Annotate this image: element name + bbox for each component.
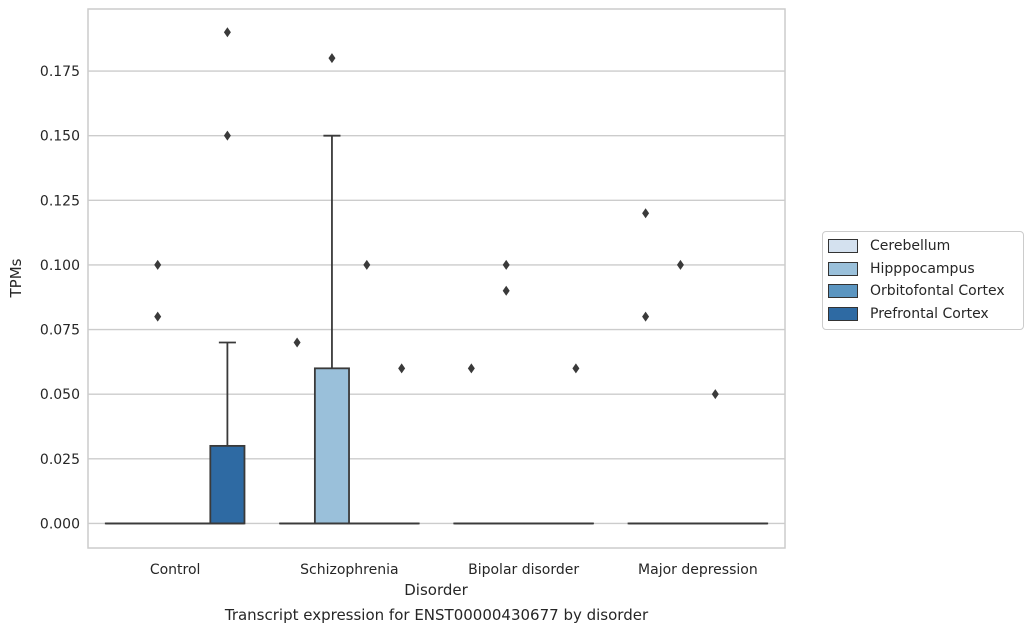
x-axis-label: Disorder <box>404 581 468 599</box>
boxes <box>104 27 769 525</box>
legend-swatch <box>828 239 858 254</box>
box-3-2 <box>697 389 734 525</box>
legend-item: Hipppocampus <box>823 258 1023 281</box>
x-tick-label: Major depression <box>638 562 758 578</box>
legend-label: Orbitofontal Cortex <box>870 283 1005 300</box>
box-2-3 <box>557 363 594 525</box>
box-body <box>313 367 350 525</box>
chart-caption: Transcript expression for ENST0000043067… <box>224 606 649 624</box>
y-tick-labels: 0.000 0.025 0.050 0.075 0.100 0.125 0.150 0.175 <box>40 64 80 532</box>
y-tick-label: 0.175 <box>40 64 80 80</box>
box-3-0 <box>627 208 664 525</box>
y-tick-label: 0.000 <box>40 516 80 532</box>
legend-swatch <box>828 306 858 321</box>
legend-label: Prefrontal Cortex <box>870 305 989 322</box>
y-tick-label: 0.025 <box>40 452 80 468</box>
outlier-point <box>223 130 231 141</box>
legend-item: Orbitofontal Cortex <box>823 280 1023 303</box>
legend-label: Hipppocampus <box>870 260 975 277</box>
legend-swatch <box>828 284 858 299</box>
x-tick-labels: Control Schizophrenia Bipolar disorder Majo… <box>150 562 758 578</box>
box-2-0 <box>453 363 490 525</box>
outlier-point <box>676 259 684 270</box>
outlier-point <box>502 259 510 270</box>
y-tick-label: 0.150 <box>40 129 80 145</box>
legend: Cerebellum Hipppocampus Orbitofontal Corte… <box>822 231 1024 330</box>
outlier-point <box>642 311 650 322</box>
outlier-point <box>293 337 301 348</box>
plot-frame <box>87 8 786 549</box>
box-0-1 <box>139 259 176 525</box>
box-3-1 <box>662 259 699 525</box>
outlier-point <box>154 311 162 322</box>
outlier-point <box>223 27 231 38</box>
outlier-point <box>363 259 371 270</box>
x-tick-label: Control <box>150 562 201 578</box>
legend-item: Prefrontal Cortex <box>823 303 1023 326</box>
y-tick-label: 0.075 <box>40 323 80 339</box>
outlier-point <box>711 389 719 400</box>
outlier-point <box>572 363 580 374</box>
box-1-3 <box>383 363 420 525</box>
legend-swatch <box>828 261 858 276</box>
box-0-3 <box>209 27 246 525</box>
box-1-1 <box>313 53 350 525</box>
grid-lines <box>88 70 785 525</box>
outlier-point <box>502 285 510 296</box>
outlier-point <box>642 208 650 219</box>
outlier-point <box>154 259 162 270</box>
y-tick-label: 0.125 <box>40 193 80 209</box>
x-tick-label: Schizophrenia <box>300 562 398 578</box>
y-axis-label: TPMs <box>7 258 25 298</box>
x-tick-label: Bipolar disorder <box>468 562 579 578</box>
legend-item: Cerebellum <box>823 235 1023 258</box>
outlier-point <box>398 363 406 374</box>
y-tick-label: 0.050 <box>40 387 80 403</box>
y-tick-label: 0.100 <box>40 258 80 274</box>
box-body <box>209 444 246 525</box>
legend-label: Cerebellum <box>870 238 951 255</box>
outlier-point <box>467 363 475 374</box>
box-2-1 <box>488 259 525 525</box>
box-1-2 <box>348 259 385 525</box>
outlier-point <box>328 53 336 64</box>
box-1-0 <box>279 337 316 525</box>
